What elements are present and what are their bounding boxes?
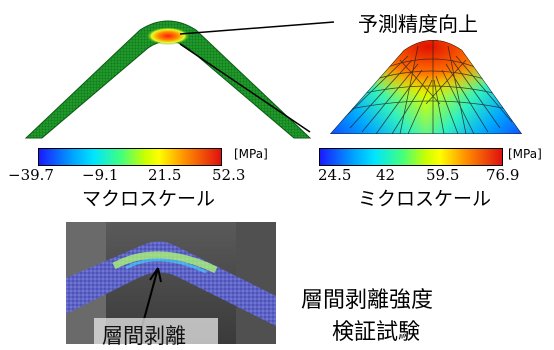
- test-label-line1: 層間剥離強度: [301, 288, 434, 313]
- macro-stress-hotspot: [146, 27, 190, 45]
- macro-arch-mesh: [24, 20, 312, 139]
- delamination-label: 層間剥離: [102, 324, 186, 348]
- micro-tick: 59.5: [426, 166, 460, 184]
- macro-colorbar: [38, 148, 222, 166]
- micro-tick: 42: [376, 166, 396, 184]
- test-label-line2: 検証試験: [332, 320, 421, 345]
- macro-scale-caption: マクロスケール: [82, 188, 216, 210]
- macro-unit: [MPa]: [234, 147, 268, 161]
- prediction-accuracy-label: 予測精度向上: [358, 12, 478, 36]
- micro-scale-caption: ミクロスケール: [358, 188, 492, 210]
- macro-tick: 21.5: [148, 166, 182, 184]
- micro-unit: [MPa]: [508, 147, 542, 161]
- micro-colorbar: [319, 148, 503, 166]
- macro-tick: −9.1: [82, 166, 119, 184]
- micro-tick: 24.5: [318, 166, 352, 184]
- micro-tick: 76.9: [486, 166, 520, 184]
- macro-tick: −39.7: [8, 166, 54, 184]
- macro-tick: 52.3: [212, 166, 246, 184]
- test-photo: [66, 222, 276, 344]
